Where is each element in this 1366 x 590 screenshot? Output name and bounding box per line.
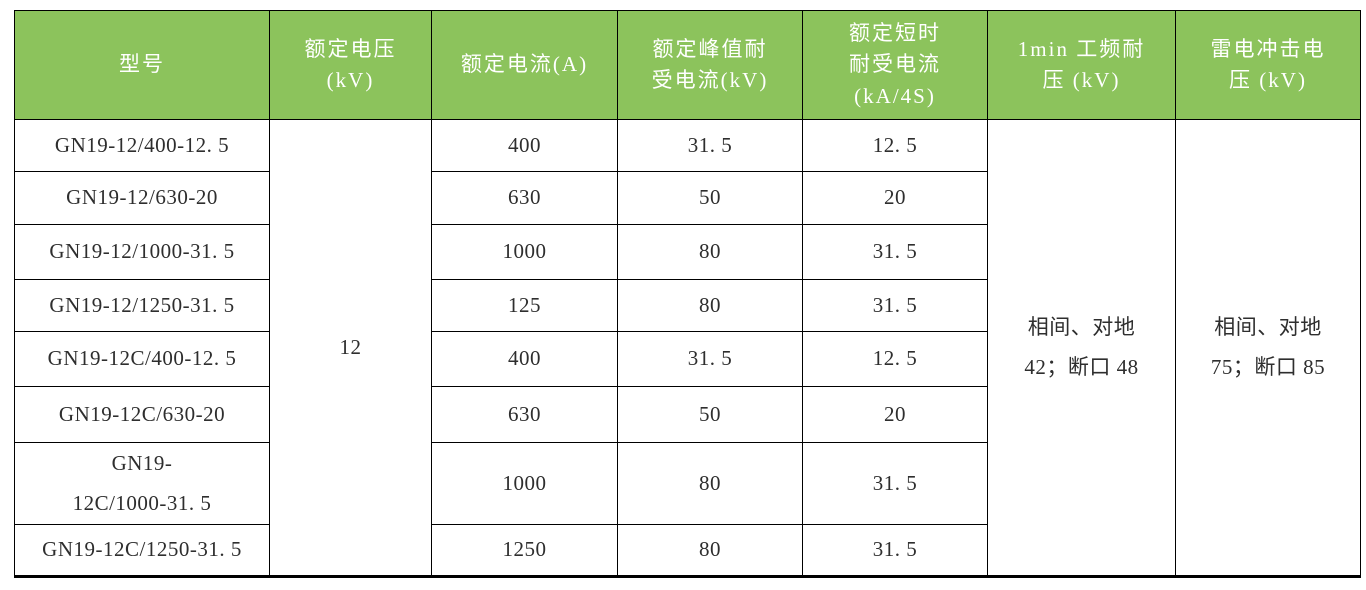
model-cell: GN19-12/400-12. 5: [14, 119, 270, 172]
rated-current-cell: 1000: [431, 442, 618, 525]
header-peak-withstand-current: 额定峰值耐 受电流(kV): [617, 10, 803, 120]
table-body: GN19-12/400-12. 5 12 400 31. 5 12. 5 相间、…: [14, 119, 1361, 577]
table-header: 型号 额定电压 (kV) 额定电流(A) 额定峰值耐 受电流(kV) 额定短时 …: [14, 10, 1361, 120]
short-time-withstand-cell: 31. 5: [802, 279, 988, 332]
peak-withstand-cell: 31. 5: [617, 119, 803, 172]
power-frequency-merged-cell: 相间、对地 42；断口 48: [987, 119, 1176, 577]
model-cell: GN19-12C/1250-31. 5: [14, 524, 270, 577]
table-row: GN19-12/1000-31. 5 1000 80 31. 5: [14, 224, 1361, 280]
header-short-time-withstand-current: 额定短时 耐受电流 (kA/4S): [802, 10, 988, 120]
short-time-withstand-cell: 12. 5: [802, 331, 988, 387]
peak-withstand-cell: 50: [617, 386, 803, 443]
rated-current-cell: 1250: [431, 524, 618, 577]
table-row: GN19-12C/400-12. 5 400 31. 5 12. 5: [14, 331, 1361, 387]
lightning-impulse-merged-cell: 相间、对地 75；断口 85: [1175, 119, 1361, 577]
header-rated-current: 额定电流(A): [431, 10, 618, 120]
rated-current-cell: 400: [431, 119, 618, 172]
model-cell: GN19-12/630-20: [14, 171, 270, 225]
peak-withstand-cell: 80: [617, 524, 803, 577]
short-time-withstand-cell: 20: [802, 171, 988, 225]
peak-withstand-cell: 80: [617, 442, 803, 525]
short-time-withstand-cell: 31. 5: [802, 224, 988, 280]
table-row: GN19-12/1250-31. 5 125 80 31. 5: [14, 279, 1361, 332]
peak-withstand-cell: 31. 5: [617, 331, 803, 387]
table-row: GN19-12/400-12. 5 12 400 31. 5 12. 5 相间、…: [14, 119, 1361, 577]
header-row: 型号 额定电压 (kV) 额定电流(A) 额定峰值耐 受电流(kV) 额定短时 …: [14, 10, 1361, 120]
short-time-withstand-cell: 12. 5: [802, 119, 988, 172]
rated-current-cell: 125: [431, 279, 618, 332]
model-cell: GN19- 12C/1000-31. 5: [14, 442, 270, 525]
rated-current-cell: 1000: [431, 224, 618, 280]
table-row: GN19-12C/1250-31. 5 1250 80 31. 5: [14, 524, 1361, 577]
rated-current-cell: 630: [431, 386, 618, 443]
peak-withstand-cell: 80: [617, 224, 803, 280]
rated-current-cell: 630: [431, 171, 618, 225]
peak-withstand-cell: 50: [617, 171, 803, 225]
rated-voltage-merged-cell: 12: [269, 119, 432, 577]
header-power-frequency-withstand: 1min 工频耐 压 (kV): [987, 10, 1176, 120]
table-row: GN19-12C/630-20 630 50 20: [14, 386, 1361, 443]
short-time-withstand-cell: 20: [802, 386, 988, 443]
model-cell: GN19-12C/630-20: [14, 386, 270, 443]
model-cell: GN19-12C/400-12. 5: [14, 331, 270, 387]
switch-spec-table: 型号 额定电压 (kV) 额定电流(A) 额定峰值耐 受电流(kV) 额定短时 …: [14, 10, 1361, 578]
peak-withstand-cell: 80: [617, 279, 803, 332]
model-cell: GN19-12/1250-31. 5: [14, 279, 270, 332]
header-lightning-impulse-voltage: 雷电冲击电 压 (kV): [1175, 10, 1361, 120]
short-time-withstand-cell: 31. 5: [802, 524, 988, 577]
table-row: GN19- 12C/1000-31. 5 1000 80 31. 5: [14, 442, 1361, 525]
header-model: 型号: [14, 10, 270, 120]
rated-current-cell: 400: [431, 331, 618, 387]
model-cell: GN19-12/1000-31. 5: [14, 224, 270, 280]
spec-table-container: 型号 额定电压 (kV) 额定电流(A) 额定峰值耐 受电流(kV) 额定短时 …: [14, 10, 1361, 578]
short-time-withstand-cell: 31. 5: [802, 442, 988, 525]
header-rated-voltage: 额定电压 (kV): [269, 10, 432, 120]
table-row: GN19-12/630-20 630 50 20: [14, 171, 1361, 225]
